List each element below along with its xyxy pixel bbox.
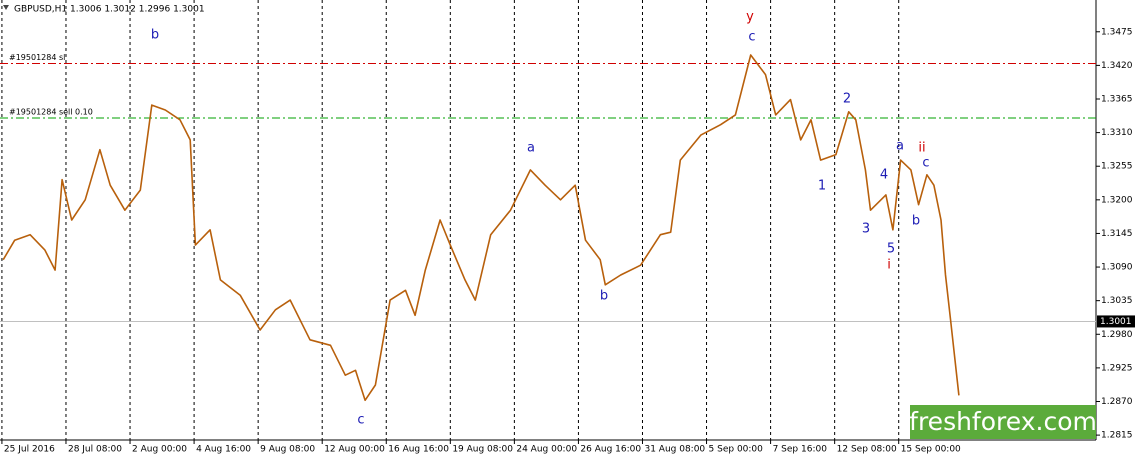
wave-label: a xyxy=(527,141,535,156)
collapse-icon xyxy=(3,5,9,10)
x-tick-label: 28 Jul 08:00 xyxy=(68,445,122,455)
y-tick-label: 1.2925 xyxy=(1101,363,1133,373)
current-price-label: 1.3001 xyxy=(1100,317,1132,327)
x-tick-label: 9 Aug 08:00 xyxy=(260,445,315,455)
x-tick-label: 16 Aug 16:00 xyxy=(388,445,449,455)
y-tick-label: 1.3200 xyxy=(1101,195,1133,205)
wave-label: 3 xyxy=(862,222,870,237)
y-tick-label: 1.2980 xyxy=(1101,330,1133,340)
wave-label: 4 xyxy=(880,168,888,183)
watermark-box xyxy=(910,405,1096,439)
x-tick-label: 31 Aug 08:00 xyxy=(644,445,705,455)
x-tick-label: 15 Sep 00:00 xyxy=(901,445,961,455)
wave-label: 2 xyxy=(843,92,851,107)
price-line xyxy=(2,54,960,402)
wave-label: y xyxy=(746,10,754,25)
x-tick-label: 24 Aug 00:00 xyxy=(516,445,577,455)
y-tick-label: 1.3310 xyxy=(1101,128,1133,138)
y-tick-label: 1.3145 xyxy=(1101,229,1133,239)
watermark: freshforex.com xyxy=(909,407,1097,436)
level-label: #19501284 sl xyxy=(9,53,65,62)
y-tick-label: 1.3475 xyxy=(1101,27,1133,37)
chart-title: GBPUSD,H1 1.3006 1.3012 1.2996 1.3001 xyxy=(14,5,205,15)
wave-label: b xyxy=(151,28,159,43)
y-tick-label: 1.3255 xyxy=(1101,162,1133,172)
x-tick-label: 26 Aug 16:00 xyxy=(580,445,641,455)
x-tick-label: 7 Sep 16:00 xyxy=(773,445,828,455)
wave-label: c xyxy=(748,30,755,45)
level-label: #19501284 sell 0.10 xyxy=(9,107,93,116)
x-tick-label: 4 Aug 16:00 xyxy=(196,445,251,455)
x-tick-label: 19 Aug 08:00 xyxy=(452,445,513,455)
wave-label: i xyxy=(887,258,891,273)
y-tick-label: 1.3420 xyxy=(1101,61,1133,71)
wave-label: ii xyxy=(918,141,925,156)
y-tick-label: 1.2870 xyxy=(1101,397,1133,407)
x-tick-label: 5 Sep 00:00 xyxy=(709,445,764,455)
wave-label: c xyxy=(922,156,929,171)
y-tick-label: 1.3365 xyxy=(1101,95,1133,105)
x-tick-label: 12 Sep 08:00 xyxy=(837,445,897,455)
wave-label: b xyxy=(912,214,920,229)
x-tick-label: 2 Aug 00:00 xyxy=(132,445,187,455)
wave-label: 1 xyxy=(818,179,826,194)
wave-label: b xyxy=(600,289,608,304)
x-tick-label: 12 Aug 00:00 xyxy=(324,445,385,455)
wave-label: a xyxy=(896,139,904,154)
y-tick-label: 1.3035 xyxy=(1101,296,1133,306)
x-tick-label: 25 Jul 2016 xyxy=(4,445,55,455)
wave-label: c xyxy=(357,413,364,428)
y-tick-label: 1.3090 xyxy=(1101,263,1133,273)
wave-label: 5 xyxy=(887,242,895,257)
current-price-box xyxy=(1097,315,1135,328)
y-tick-label: 1.2815 xyxy=(1101,431,1133,441)
